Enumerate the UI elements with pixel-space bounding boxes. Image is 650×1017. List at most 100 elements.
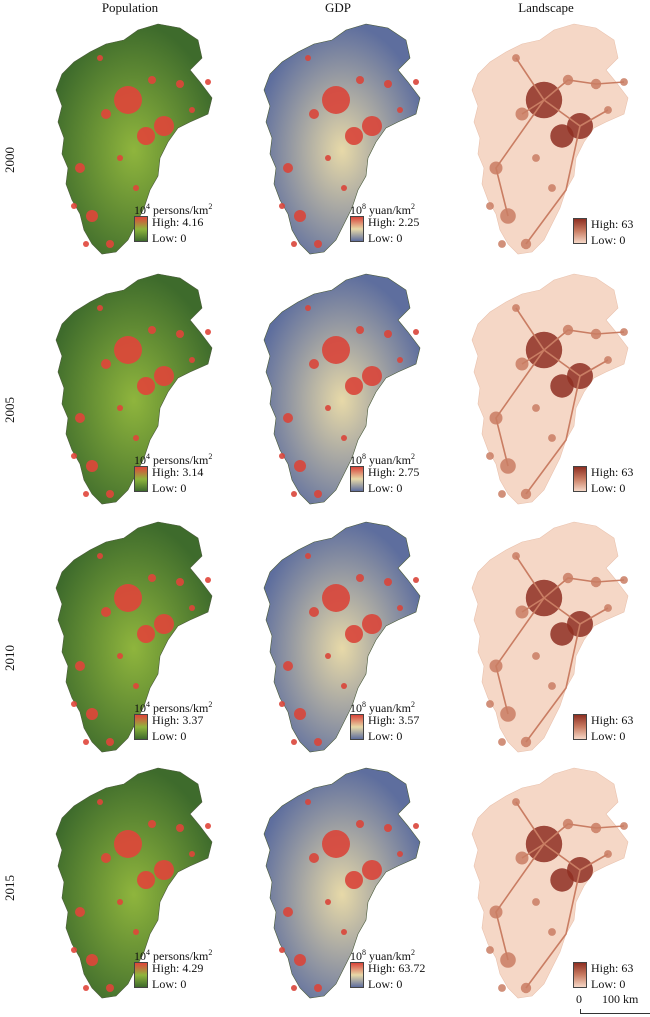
legend-low-value: Low: 0 bbox=[368, 977, 403, 991]
urban-hotspot-population-2015-0 bbox=[114, 830, 142, 858]
region-outline-landscape-2005 bbox=[471, 273, 629, 505]
urban-hotspot-gdp-2005-9 bbox=[413, 329, 419, 335]
urban-hotspot-gdp-2010-0 bbox=[322, 584, 350, 612]
urban-hotspot-gdp-2015-15 bbox=[291, 985, 297, 991]
region-outline-gdp-2010 bbox=[263, 521, 421, 753]
urban-hotspot-landscape-2015-2 bbox=[550, 868, 574, 892]
legend-low-value: Low: 0 bbox=[591, 481, 626, 495]
map-population-2005 bbox=[40, 268, 230, 508]
urban-hotspot-population-2005-14 bbox=[106, 490, 114, 498]
urban-hotspot-gdp-2010-13 bbox=[341, 683, 347, 689]
legend-high-value: High: 4.29 bbox=[152, 961, 204, 975]
legend-high-value: High: 3.14 bbox=[152, 465, 204, 479]
urban-hotspot-gdp-2015-2 bbox=[345, 871, 363, 889]
urban-hotspot-population-2000-12 bbox=[117, 155, 123, 161]
legend-color-ramp bbox=[573, 466, 587, 492]
urban-hotspot-population-2015-13 bbox=[133, 929, 139, 935]
legend-color-ramp bbox=[350, 466, 364, 492]
urban-hotspot-gdp-2015-5 bbox=[283, 907, 293, 917]
transport-corridor-2015-3 bbox=[579, 853, 609, 871]
urban-hotspot-population-2010-5 bbox=[75, 661, 85, 671]
transport-corridor-2005-4 bbox=[515, 307, 546, 365]
urban-hotspot-gdp-2000-9 bbox=[413, 79, 419, 85]
scale-bar-start: 0 bbox=[576, 992, 582, 1006]
urban-hotspot-population-2010-11 bbox=[189, 605, 195, 611]
urban-hotspot-population-2010-6 bbox=[86, 708, 98, 720]
urban-hotspot-landscape-2015-7 bbox=[486, 946, 494, 954]
urban-hotspot-gdp-2000-2 bbox=[345, 127, 363, 145]
urban-hotspot-landscape-2010-15 bbox=[498, 738, 506, 746]
urban-hotspot-population-2000-5 bbox=[75, 163, 85, 173]
legend-color-ramp bbox=[573, 218, 587, 244]
legend-high-value: High: 2.25 bbox=[368, 215, 420, 229]
urban-hotspot-population-2015-14 bbox=[106, 984, 114, 992]
legend-low-value: Low: 0 bbox=[152, 481, 187, 495]
urban-hotspot-population-2005-2 bbox=[137, 377, 155, 395]
urban-hotspot-population-2005-7 bbox=[71, 453, 77, 459]
urban-hotspot-population-2015-6 bbox=[86, 954, 98, 966]
legend-color-ramp bbox=[573, 714, 587, 740]
transport-corridor-2000-1 bbox=[495, 99, 545, 217]
urban-hotspot-landscape-2015-13 bbox=[548, 928, 556, 936]
urban-hotspot-population-2015-15 bbox=[83, 985, 89, 991]
urban-hotspot-gdp-2000-5 bbox=[283, 163, 293, 173]
urban-hotspot-gdp-2005-1 bbox=[362, 366, 382, 386]
urban-hotspot-gdp-2000-14 bbox=[314, 240, 322, 248]
urban-hotspot-gdp-2005-4 bbox=[356, 326, 364, 334]
urban-hotspot-population-2005-9 bbox=[205, 329, 211, 335]
urban-hotspot-population-2005-6 bbox=[86, 460, 98, 472]
region-outline-gdp-2005 bbox=[263, 273, 421, 505]
urban-hotspot-gdp-2005-11 bbox=[397, 357, 403, 363]
column-header-population: Population bbox=[101, 0, 159, 15]
region-outline-gdp-2015 bbox=[263, 767, 421, 999]
map-gdp-2015 bbox=[248, 762, 438, 1002]
urban-hotspot-landscape-2005-12 bbox=[532, 404, 540, 412]
urban-hotspot-population-2000-11 bbox=[189, 107, 195, 113]
urban-hotspot-population-2000-10 bbox=[97, 55, 103, 61]
urban-hotspot-landscape-2000-2 bbox=[550, 124, 574, 148]
urban-hotspot-gdp-2005-7 bbox=[279, 453, 285, 459]
region-outline-population-2000 bbox=[55, 23, 213, 255]
urban-hotspot-gdp-2015-0 bbox=[322, 830, 350, 858]
urban-hotspot-population-2015-1 bbox=[154, 860, 174, 880]
urban-hotspot-population-2010-13 bbox=[133, 683, 139, 689]
transport-corridor-2015-4 bbox=[515, 801, 546, 859]
urban-hotspot-population-2015-4 bbox=[148, 820, 156, 828]
urban-hotspot-population-2005-0 bbox=[114, 336, 142, 364]
urban-hotspot-population-2005-11 bbox=[189, 357, 195, 363]
transport-corridor-2010-1 bbox=[495, 597, 545, 715]
urban-hotspot-population-2000-14 bbox=[106, 240, 114, 248]
map-population-2010 bbox=[40, 516, 230, 756]
urban-hotspot-gdp-2005-13 bbox=[341, 435, 347, 441]
map-landscape-2010 bbox=[456, 516, 646, 756]
transport-corridor-2005-0 bbox=[525, 349, 581, 495]
row-label-2005: 2005 bbox=[2, 397, 17, 423]
urban-hotspot-population-2000-7 bbox=[71, 203, 77, 209]
legend-high-value: High: 63 bbox=[591, 217, 634, 231]
urban-hotspot-gdp-2005-8 bbox=[384, 330, 392, 338]
urban-hotspot-landscape-2010-12 bbox=[532, 652, 540, 660]
row-label-2010: 2010 bbox=[2, 645, 17, 671]
legend-unit: 104 persons/km2 bbox=[134, 948, 213, 963]
urban-hotspot-population-2005-15 bbox=[83, 491, 89, 497]
urban-hotspot-population-2000-3 bbox=[101, 109, 111, 119]
urban-hotspot-population-2005-12 bbox=[117, 405, 123, 411]
urban-hotspot-landscape-2010-7 bbox=[486, 700, 494, 708]
urban-hotspot-landscape-2010-2 bbox=[550, 622, 574, 646]
urban-hotspot-gdp-2005-5 bbox=[283, 413, 293, 423]
urban-hotspot-population-2010-7 bbox=[71, 701, 77, 707]
legend-high-value: High: 3.37 bbox=[152, 713, 204, 727]
legend-color-ramp bbox=[134, 962, 148, 988]
map-gdp-2005 bbox=[248, 268, 438, 508]
urban-hotspot-population-2015-10 bbox=[97, 799, 103, 805]
urban-hotspot-gdp-2010-9 bbox=[413, 577, 419, 583]
urban-hotspot-landscape-2005-13 bbox=[548, 434, 556, 442]
legend-unit: 104 persons/km2 bbox=[134, 452, 213, 467]
urban-hotspot-population-2015-8 bbox=[176, 824, 184, 832]
urban-hotspot-gdp-2000-10 bbox=[305, 55, 311, 61]
urban-hotspot-gdp-2005-10 bbox=[305, 305, 311, 311]
urban-hotspot-gdp-2010-7 bbox=[279, 701, 285, 707]
urban-hotspot-gdp-2005-12 bbox=[325, 405, 331, 411]
urban-hotspot-population-2010-3 bbox=[101, 607, 111, 617]
legend-low-value: Low: 0 bbox=[368, 231, 403, 245]
